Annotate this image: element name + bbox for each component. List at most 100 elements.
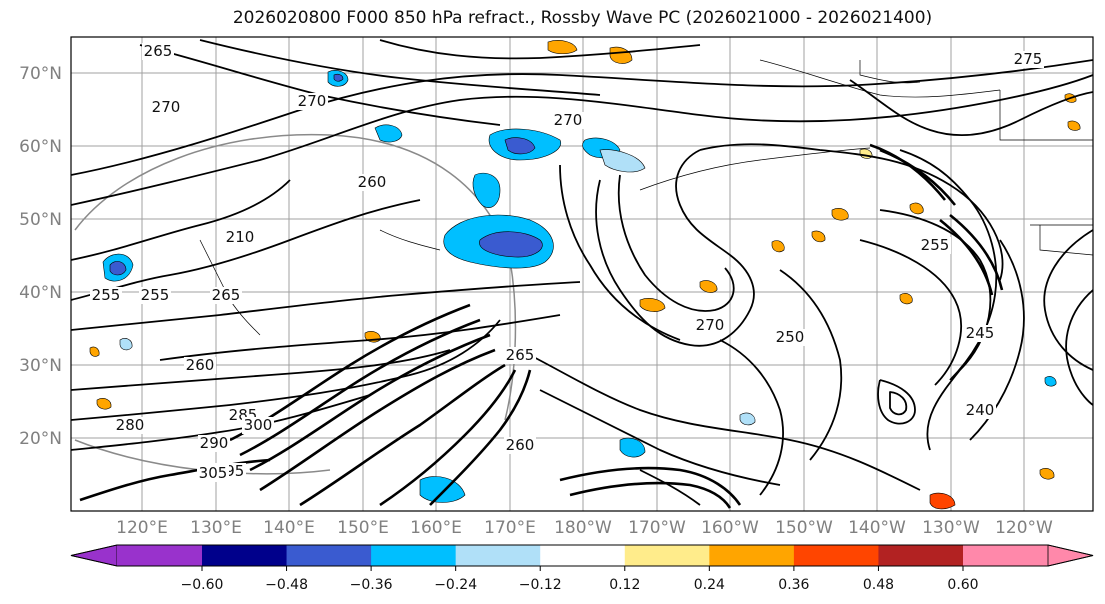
colorbar-swatch (455, 545, 541, 566)
contour-label-bg (242, 417, 274, 434)
contour-label: 265 (212, 286, 241, 304)
contour-label-bg (296, 93, 328, 110)
longitude-label: 130°E (190, 518, 242, 538)
map-frame (70, 36, 1094, 512)
contour-label: 275 (1014, 50, 1043, 68)
contour-label-bg (694, 317, 726, 334)
longitude-label: 150°E (337, 518, 389, 538)
contour-label: 305 (199, 464, 228, 482)
negative-anomaly-patch (374, 124, 403, 143)
contour-label: 250 (776, 328, 805, 346)
colorbar-extend-min (70, 544, 118, 567)
contour-label: 260 (506, 436, 535, 454)
colorbar-swatch (117, 545, 202, 566)
positive-anomaly-patch (899, 293, 913, 305)
contour-label-bg (150, 99, 182, 116)
colorbar-swatch (371, 545, 457, 566)
colorbar-tick-label: −0.48 (265, 577, 308, 593)
longitude-label: 140°E (263, 518, 315, 538)
latitude-label: 70°N (19, 64, 62, 84)
colorbar-tick-label: −0.60 (181, 577, 224, 593)
contour-label: 245 (966, 324, 995, 342)
contour-labels: 265 270 270 255 260 210 265 255 260 260 265 270 280 2… (90, 42, 1044, 482)
longitude-label: 180°W (554, 518, 612, 538)
longitude-label: 160°W (701, 518, 759, 538)
latitude-labels: 70°N 60°N 50°N 40°N 30°N 20°N (19, 64, 62, 449)
longitude-label: 140°W (848, 518, 906, 538)
positive-anomaly-patch (89, 346, 100, 357)
colorbar-swatch (286, 545, 372, 566)
contour-label-bg (142, 43, 174, 60)
negative-anomaly-patch (419, 476, 466, 503)
colorbar-tick-label: −0.24 (434, 577, 477, 593)
contour-label: 270 (298, 92, 327, 110)
contour-label: 280 (116, 416, 145, 434)
longitude-label: 170°E (484, 518, 536, 538)
negative-anomaly-patch (119, 338, 133, 351)
positive-anomaly-patch (929, 492, 956, 510)
contour-label: 255 (141, 286, 170, 304)
contour-label-bg (139, 287, 171, 304)
negative-anomaly-patch (479, 231, 543, 258)
colorbar-outline (70, 544, 1094, 567)
contour-label-bg (919, 237, 951, 254)
colorbar-tick-label: 0.24 (694, 577, 725, 593)
anomaly-shading (89, 40, 1081, 510)
contour-label: 240 (966, 401, 995, 419)
colorbar-extend-max (1047, 544, 1094, 567)
negative-anomaly-patch (619, 437, 646, 458)
colorbar-swatch (793, 545, 879, 566)
negative-anomaly-patch (739, 412, 756, 426)
contour-label-bg (552, 112, 584, 129)
contour-label: 260 (358, 173, 387, 191)
negative-anomaly-patch (109, 261, 127, 276)
coastlines (199, 59, 1093, 336)
negative-anomaly-patch (504, 137, 536, 155)
contour-label-bg (504, 347, 536, 364)
latitude-label: 50°N (19, 210, 62, 230)
longitude-label: 150°W (775, 518, 833, 538)
colorbar: −0.60 −0.48 −0.36 −0.24 −0.12 0.12 0.24 0.36 0.4… (70, 544, 1094, 593)
negative-anomaly-patch (599, 149, 646, 173)
contour-label-bg (356, 174, 388, 191)
longitude-label: 120°E (116, 518, 168, 538)
colorbar-tick-label: 0.48 (863, 577, 894, 593)
contour-label: 265 (144, 42, 173, 60)
contour-label-bg (210, 287, 242, 304)
longitude-label: 160°E (410, 518, 462, 538)
colorbar-swatch (963, 545, 1048, 566)
positive-anomaly-patch (771, 240, 785, 253)
negative-anomaly-patch (472, 172, 501, 209)
positive-anomaly-patch (1067, 120, 1081, 131)
positive-anomaly-patch (639, 298, 666, 312)
positive-anomaly-patch (811, 230, 826, 243)
map-title: 2026020800 F000 850 hPa refract., Rossby… (232, 8, 933, 28)
contour-label-bg (774, 329, 806, 346)
colorbar-swatch (624, 545, 710, 566)
latitude-label: 60°N (19, 137, 62, 157)
positive-anomaly-patch (831, 208, 849, 221)
colorbar-tick-label: 0.36 (778, 577, 809, 593)
contour-label: 210 (226, 228, 255, 246)
contour-label: 255 (921, 236, 950, 254)
latitude-label: 40°N (19, 283, 62, 303)
negative-anomaly-patch (1044, 376, 1057, 387)
colorbar-swatch (709, 545, 795, 566)
contour-label: 270 (152, 98, 181, 116)
contour-label-bg (90, 287, 122, 304)
colorbar-swatch (540, 545, 626, 566)
longitude-label: 170°W (628, 518, 686, 538)
contour-label-bg (504, 437, 536, 454)
positive-anomaly-patch (96, 398, 112, 410)
colorbar-tick-label: −0.12 (519, 577, 562, 593)
longitude-labels: 120°E 130°E 140°E 150°E 160°E 170°E 180°W 170°W… (116, 518, 1053, 538)
contour-label-bg (198, 435, 230, 452)
contour-label-bg (224, 229, 256, 246)
positive-anomaly-patch (699, 280, 718, 293)
contour-label-bg (114, 417, 146, 434)
negative-anomaly-patch (333, 73, 344, 82)
contour-label: 290 (200, 434, 229, 452)
colorbar-swatch (878, 545, 964, 566)
colorbar-tick-label: 0.60 (947, 577, 978, 593)
